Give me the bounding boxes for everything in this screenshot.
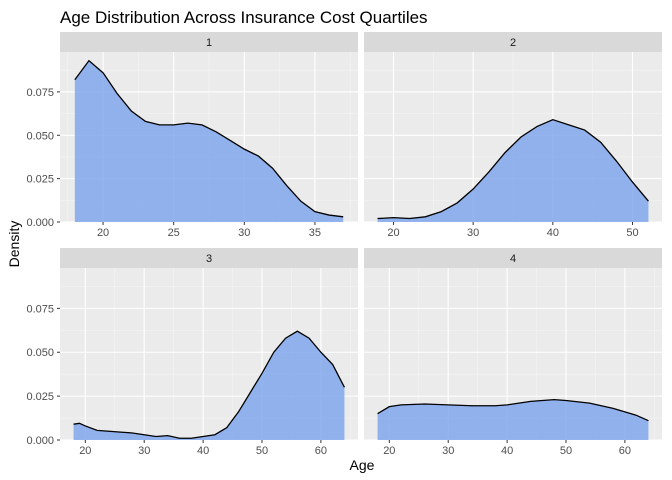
- x-tick-label: 20: [79, 445, 91, 457]
- density-area: [377, 399, 649, 440]
- y-tick-label: 0.075: [26, 303, 54, 315]
- y-tick-label: 0.075: [26, 87, 54, 99]
- x-tick-label: 20: [387, 227, 399, 239]
- facet-panel-2: 2 20 30 40 50: [364, 32, 662, 239]
- x-tick-label: 60: [315, 445, 327, 457]
- y-tick-label: 0.050: [26, 347, 54, 359]
- x-tick-label: 50: [256, 445, 268, 457]
- x-tick-label: 20: [383, 445, 395, 457]
- x-tick-label: 20: [97, 227, 109, 239]
- facet-panel-1: 1 20 25 30 35 0.000 0.025 0.050 0.075: [26, 32, 358, 239]
- facet-strip: [60, 32, 358, 52]
- chart-title: Age Distribution Across Insurance Cost Q…: [60, 8, 428, 27]
- x-tick-label: 40: [547, 227, 559, 239]
- facet-strip: [60, 248, 358, 268]
- x-tick-label: 35: [309, 227, 321, 239]
- density-line: [377, 118, 649, 220]
- x-tick-label: 30: [238, 227, 250, 239]
- facet-strip-label: 1: [206, 37, 212, 49]
- x-tick-label: 25: [168, 227, 180, 239]
- facet-strip-label: 4: [510, 253, 516, 265]
- x-tick-label: 30: [467, 227, 479, 239]
- x-tick-label: 60: [619, 445, 631, 457]
- density-line: [377, 398, 649, 422]
- facet-panel-4: 4 20 30 40 50 60: [364, 248, 662, 457]
- density-line: [73, 330, 346, 439]
- y-tick-label: 0.000: [26, 217, 54, 229]
- y-tick-label: 0.000: [26, 435, 54, 447]
- facet-strip: [364, 248, 662, 268]
- y-tick-label: 0.025: [26, 391, 54, 403]
- facet-strip-label: 3: [206, 253, 212, 265]
- x-axis-label: Age: [350, 457, 375, 473]
- facet-strip: [364, 32, 662, 52]
- facet-panels: 1 20 25 30 35 0.000 0.025 0.050 0.075 2 20 30 40 50 3 2…: [26, 32, 662, 457]
- x-tick-label: 30: [138, 445, 150, 457]
- density-line: [74, 59, 344, 218]
- density-area: [377, 119, 649, 222]
- x-tick-label: 50: [626, 227, 638, 239]
- facet-strip-label: 2: [510, 37, 516, 49]
- y-tick-label: 0.050: [26, 130, 54, 142]
- x-tick-label: 30: [442, 445, 454, 457]
- density-area: [73, 331, 345, 440]
- x-tick-label: 50: [560, 445, 572, 457]
- y-tick-label: 0.025: [26, 174, 54, 186]
- x-tick-label: 40: [197, 445, 209, 457]
- y-axis-label: Density: [6, 221, 22, 268]
- density-area: [74, 60, 344, 222]
- facet-panel-3: 3 20 30 40 50 60 0.000 0.025 0.050 0.075: [26, 248, 358, 457]
- x-tick-label: 40: [501, 445, 513, 457]
